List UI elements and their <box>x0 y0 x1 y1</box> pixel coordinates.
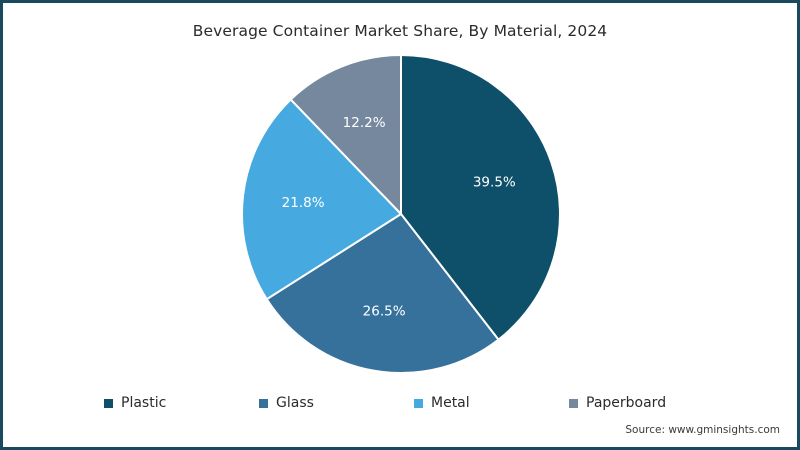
pie-slice-group <box>242 55 560 373</box>
legend-label-glass: Glass <box>276 395 314 411</box>
chart-title: Beverage Container Market Share, By Mate… <box>192 22 608 40</box>
legend-swatch-icon-paperboard <box>569 398 578 408</box>
pie-slice-plastic[interactable] <box>400 55 560 341</box>
legend-item-glass[interactable]: Glass <box>259 395 414 411</box>
pie-value-label-plastic: 39.5% <box>473 175 516 191</box>
legend-item-paperboard[interactable]: Paperboard <box>569 395 724 411</box>
legend-item-metal[interactable]: Metal <box>414 395 569 411</box>
legend-label-plastic: Plastic <box>121 395 167 411</box>
legend-item-plastic[interactable]: Plastic <box>104 395 259 411</box>
legend-label-metal: Metal <box>431 395 470 411</box>
pie-slice-metal[interactable] <box>242 98 402 301</box>
pie-chart-plot-area: 39.5% 26.5% 21.8% 12.2% <box>242 55 560 373</box>
legend-swatch-icon-metal <box>414 398 423 408</box>
pie-value-label-group: 39.5% 26.5% 21.8% 12.2% <box>282 115 516 320</box>
pie-slice-paperboard[interactable] <box>289 55 402 215</box>
legend-swatch-icon-glass <box>259 398 268 408</box>
legend-label-paperboard: Paperboard <box>586 395 667 411</box>
pie-value-label-glass: 26.5% <box>363 304 406 320</box>
legend-swatch-icon-plastic <box>104 398 113 408</box>
pie-value-label-metal: 21.8% <box>282 195 325 211</box>
pie-chart-svg: 39.5% 26.5% 21.8% 12.2% <box>242 55 560 373</box>
pie-value-label-paperboard: 12.2% <box>343 115 386 131</box>
chart-legend: Plastic Glass Metal Paperboard <box>104 392 724 414</box>
source-attribution: Source: www.gminsights.com <box>625 424 780 436</box>
pie-slice-glass[interactable] <box>265 213 500 373</box>
